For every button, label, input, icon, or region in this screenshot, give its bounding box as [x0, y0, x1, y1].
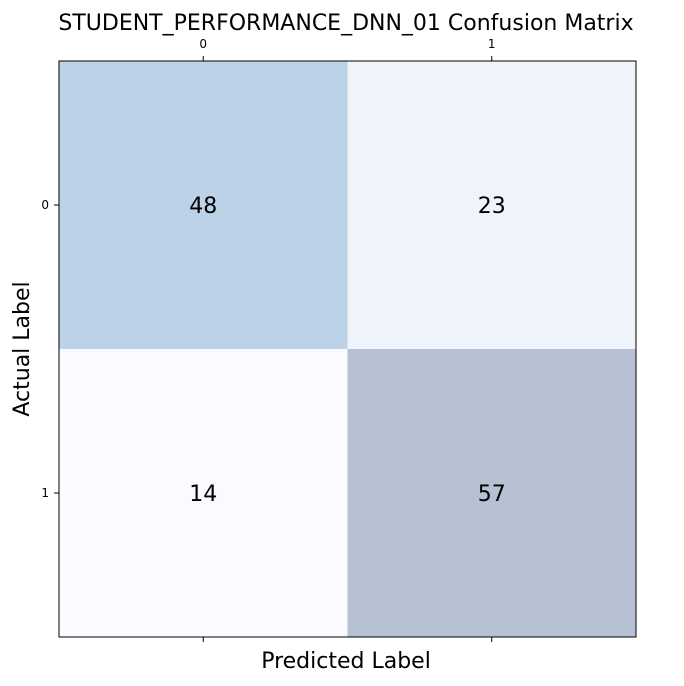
y-axis-label: Actual Label — [10, 281, 35, 416]
matrix-cell-0-1 — [347, 61, 636, 349]
x-axis-label: Predicted Label — [261, 649, 431, 674]
matrix-value-labels: 48 23 14 57 — [189, 194, 506, 507]
chart-title: STUDENT_PERFORMANCE_DNN_01 Confusion Mat… — [58, 11, 633, 36]
y-tick-label: 1 — [41, 486, 49, 500]
matrix-cell-0-0 — [59, 61, 348, 349]
y-tick-label: 0 — [41, 198, 49, 212]
matrix-cell-1-0 — [59, 349, 348, 637]
cell-value-label: 48 — [189, 194, 217, 219]
x-tick-label: 1 — [488, 37, 496, 51]
plot-frame — [58, 60, 637, 638]
cell-value-label: 14 — [189, 482, 217, 507]
cell-value-label: 57 — [478, 482, 506, 507]
cell-value-label: 23 — [478, 194, 506, 219]
axis-ticks: 0 1 0 1 — [41, 37, 496, 642]
matrix-cells — [59, 61, 636, 637]
matrix-cell-1-1 — [347, 349, 636, 637]
x-tick-label: 0 — [199, 37, 207, 51]
